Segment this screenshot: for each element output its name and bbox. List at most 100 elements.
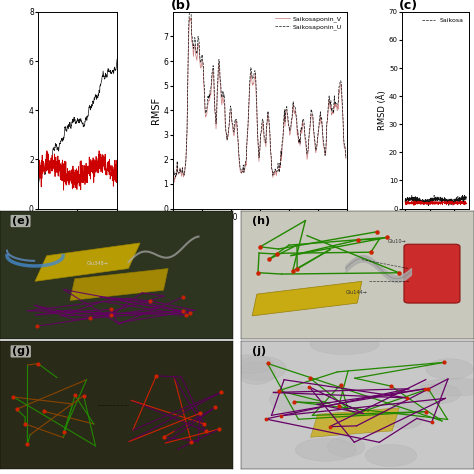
Saikosa (453, 199, 458, 205)
Saikosaponin_V (188, 15, 194, 20)
Ellipse shape (386, 401, 424, 429)
Saikosaponin_V (328, 101, 334, 107)
Text: (c): (c) (400, 0, 419, 12)
Point (216, 425, 223, 433)
Point (387, 383, 395, 390)
Ellipse shape (411, 384, 460, 404)
Saikosaponin_U (328, 98, 334, 103)
Point (80, 392, 87, 400)
Saikosaponin_V (274, 168, 280, 174)
Saikosaponin_V (273, 173, 279, 178)
Saikosa (460, 192, 465, 198)
Point (187, 438, 195, 446)
Y-axis label: RMSF: RMSF (151, 97, 161, 124)
Legend: Saikosa: Saikosa (419, 15, 466, 25)
Point (24, 440, 31, 448)
Point (9, 393, 17, 401)
Line: Saikosaponin_U: Saikosaponin_U (173, 12, 346, 177)
Point (254, 269, 262, 276)
Point (211, 403, 219, 411)
Ellipse shape (310, 334, 379, 355)
FancyBboxPatch shape (404, 244, 460, 303)
Point (395, 269, 403, 276)
Saikosaponin_U (274, 169, 280, 174)
Point (34, 360, 42, 367)
Saikosaponin_U (173, 174, 178, 180)
Ellipse shape (328, 437, 365, 457)
Saikosa (432, 196, 438, 201)
Saikosaponin_V (170, 171, 176, 176)
Ellipse shape (420, 378, 474, 396)
Point (264, 360, 271, 367)
Line: Saikosa: Saikosa (405, 195, 466, 206)
Polygon shape (35, 243, 140, 282)
Saikosaponin_V (170, 170, 175, 176)
Point (305, 383, 313, 391)
Legend: Saikosaponin_V, Saikosaponin_U: Saikosaponin_V, Saikosaponin_U (273, 15, 343, 31)
Point (40, 408, 48, 415)
Saikosa (439, 196, 445, 202)
Point (160, 433, 167, 441)
Point (202, 427, 210, 435)
Text: Glu348→: Glu348→ (87, 261, 109, 266)
Point (275, 387, 283, 394)
Point (277, 412, 285, 419)
Saikosaponin_V (317, 118, 323, 124)
Point (217, 389, 225, 396)
Point (86, 314, 94, 321)
Point (179, 307, 186, 315)
Point (289, 267, 296, 275)
Point (256, 243, 264, 251)
Point (200, 420, 208, 428)
Point (60, 428, 67, 436)
Point (337, 381, 345, 388)
Polygon shape (70, 268, 168, 301)
Saikosa (402, 199, 408, 204)
Y-axis label: RMSD (Å): RMSD (Å) (378, 91, 387, 130)
Saikosaponin_V (172, 180, 177, 185)
Line: Saikosaponin_V: Saikosaponin_V (173, 18, 346, 182)
Point (146, 297, 154, 305)
Saikosaponin_U (186, 9, 192, 15)
Text: Glu144→: Glu144→ (346, 290, 367, 295)
Point (107, 305, 115, 313)
Saikosaponin_U (317, 114, 323, 120)
Saikosaponin_U (170, 170, 176, 176)
Saikosaponin_U (170, 169, 175, 174)
Point (71, 392, 79, 399)
Point (383, 234, 391, 241)
Saikosa (431, 198, 437, 203)
Point (421, 385, 429, 392)
Point (293, 265, 301, 273)
Saikosa (464, 195, 469, 201)
Polygon shape (252, 282, 362, 316)
Polygon shape (310, 408, 399, 437)
Saikosa (426, 203, 431, 209)
Point (179, 293, 186, 301)
Saikosaponin_V (343, 155, 349, 161)
Point (21, 420, 29, 428)
Point (335, 402, 343, 410)
Point (373, 228, 381, 236)
Point (273, 250, 281, 258)
Point (265, 255, 273, 263)
Text: (e): (e) (12, 216, 29, 226)
Ellipse shape (270, 386, 323, 413)
Ellipse shape (225, 355, 273, 373)
Text: (g): (g) (12, 346, 30, 356)
Text: (b): (b) (171, 0, 191, 12)
Text: (j): (j) (252, 346, 266, 356)
Text: Glu10→: Glu10→ (388, 239, 406, 244)
Point (186, 309, 193, 317)
Point (403, 394, 411, 401)
Point (354, 236, 362, 244)
Ellipse shape (295, 438, 356, 461)
Saikosaponin_U (277, 161, 283, 166)
Point (13, 405, 20, 413)
Point (107, 311, 115, 319)
Ellipse shape (426, 359, 473, 379)
Point (367, 248, 374, 256)
Point (307, 374, 314, 382)
Point (262, 415, 269, 423)
Saikosaponin_U (343, 155, 349, 161)
